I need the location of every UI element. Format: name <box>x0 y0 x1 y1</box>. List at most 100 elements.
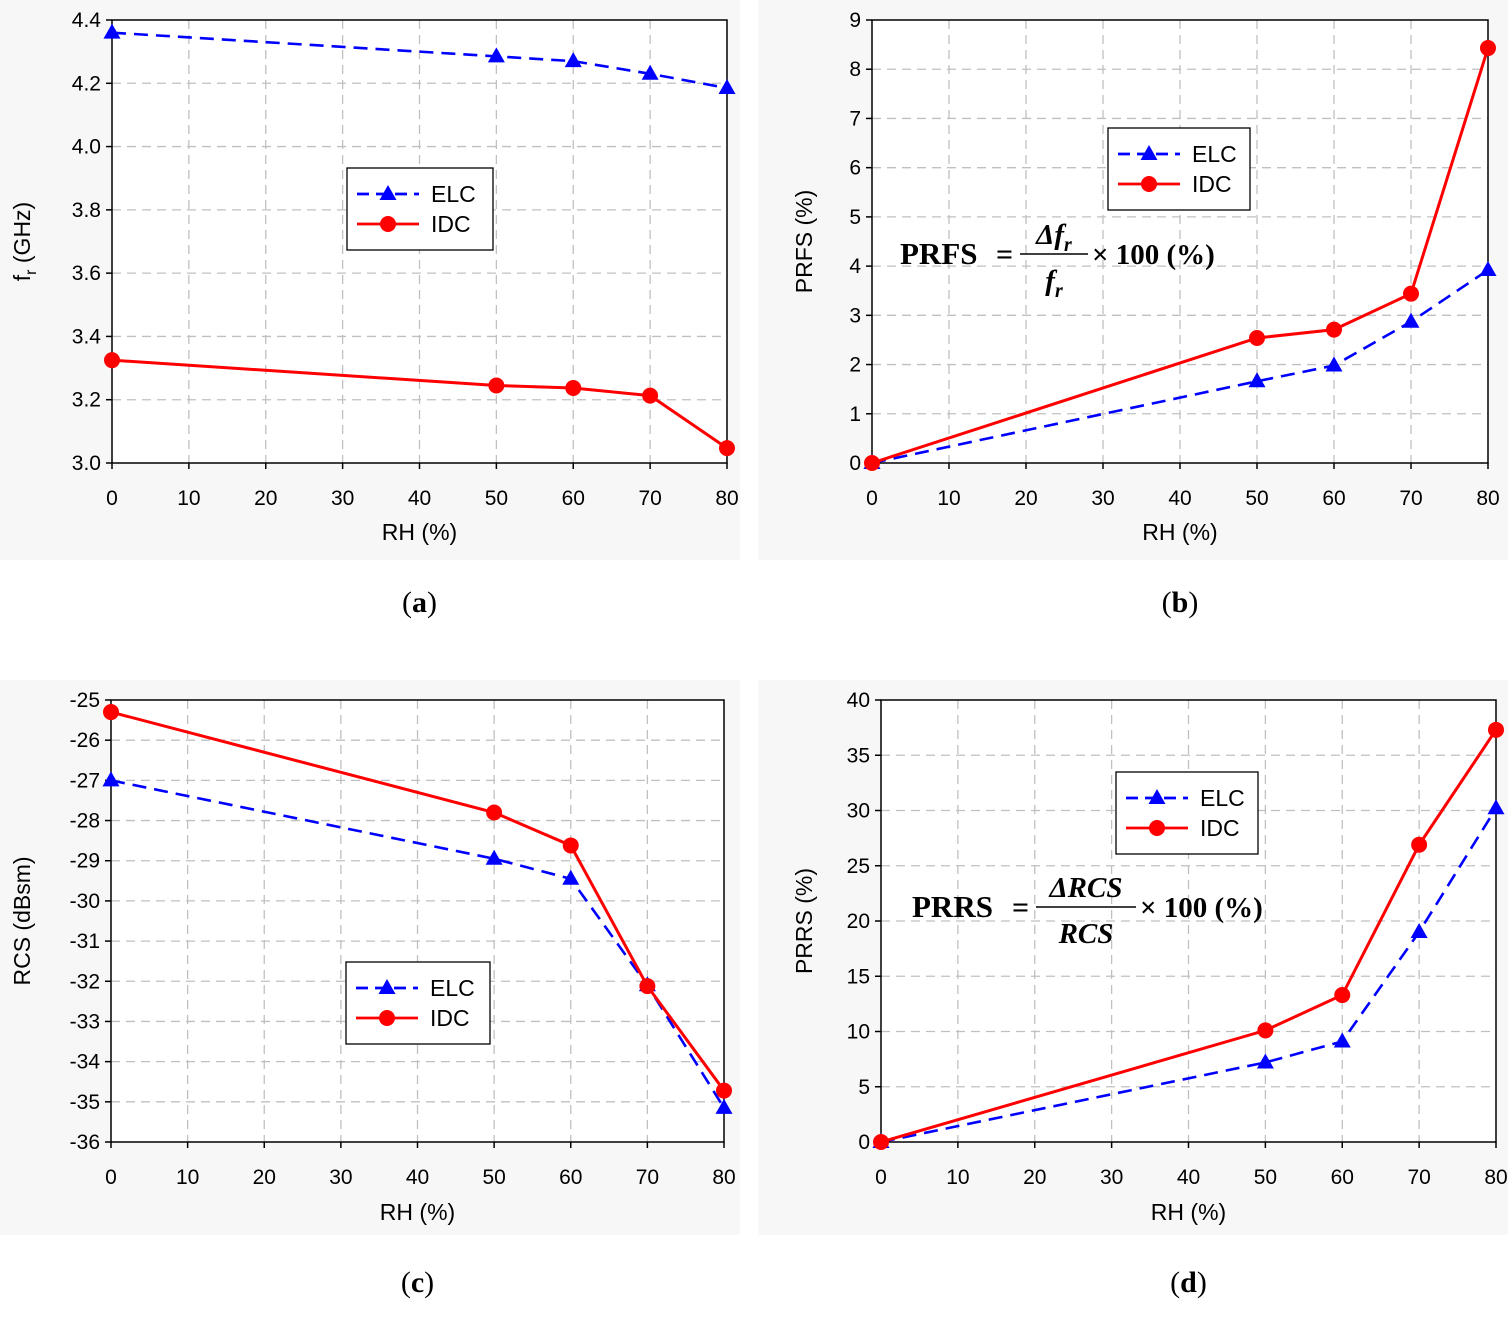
y-tick-label: 3.6 <box>72 262 101 285</box>
x-tick-label: 0 <box>106 487 118 510</box>
x-axis-label: RH (%) <box>1142 519 1217 545</box>
y-tick-label: 40 <box>847 689 870 712</box>
formula-denominator: RCS <box>1058 918 1114 950</box>
panel-caption: (c) <box>401 1266 434 1299</box>
legend: ELC IDC <box>1107 127 1251 211</box>
y-axis-label-unit: (GHz) <box>9 202 35 270</box>
x-tick-label: 40 <box>406 1166 429 1189</box>
y-tick-label: -35 <box>70 1091 100 1114</box>
y-tick-label: 4 <box>849 255 861 278</box>
x-tick-label: 30 <box>1100 1166 1123 1189</box>
x-tick-label: 70 <box>1407 1166 1430 1189</box>
y-axis-label: RCS (dBsm) <box>9 856 35 985</box>
chart-panel-a: 0 10 20 30 40 50 60 70 80 3.0 3.2 3.4 3.6 3.8 4.0 4.2 4.… <box>0 0 740 619</box>
x-tick-label: 0 <box>875 1166 887 1189</box>
legend-label-elc: ELC <box>431 181 476 207</box>
x-tick-label: 0 <box>105 1166 117 1189</box>
y-tick-label: -27 <box>70 769 100 792</box>
formula-denominator-var: RCS <box>1058 918 1114 950</box>
y-tick-label: 30 <box>847 800 870 823</box>
data-point-elc <box>1256 1053 1274 1069</box>
data-point-idc <box>565 380 582 397</box>
formula-numerator-sub: r <box>1064 234 1072 256</box>
chart-panel-c: 0 10 20 30 40 50 60 70 80 -36 -35 -34 -33 -32 -31 -30 -2… <box>0 680 740 1299</box>
legend-marker-elc <box>378 979 396 994</box>
caption-close: ) <box>424 1266 434 1299</box>
y-tick-label: 5 <box>858 1076 870 1099</box>
y-tick-label: 20 <box>847 910 870 933</box>
y-tick-label: 4.0 <box>72 136 101 159</box>
legend-marker-idc <box>380 216 396 232</box>
x-tick-label: 20 <box>253 1166 276 1189</box>
x-tick-label: 70 <box>1399 487 1422 510</box>
formula-delta: Δ <box>1035 219 1054 251</box>
data-point-elc <box>1325 356 1343 372</box>
y-tick-label: 15 <box>847 965 870 988</box>
data-point-idc <box>1257 1022 1274 1039</box>
data-point-elc <box>102 771 120 787</box>
data-point-idc <box>104 352 120 369</box>
x-tick-label: 70 <box>636 1166 659 1189</box>
formula-rhs: × 100 (%) <box>1140 892 1263 924</box>
y-tick-label: 5 <box>849 206 861 229</box>
y-tick-label: 3.2 <box>72 389 101 412</box>
legend-label-idc: IDC <box>1200 815 1240 841</box>
caption-open: ( <box>1162 586 1172 619</box>
legend-box <box>345 961 491 1045</box>
x-tick-label: 80 <box>1476 487 1499 510</box>
data-point-idc <box>488 377 505 394</box>
y-axis-label-subscript: r <box>23 269 40 275</box>
y-tick-label: 6 <box>849 157 861 180</box>
y-tick-label: -30 <box>70 890 100 913</box>
data-point-idc <box>873 1134 889 1150</box>
chart-panel-d: 0 10 20 30 40 50 60 70 80 0 5 10 15 20 25 30 35 40 RH (%) P… <box>758 680 1508 1299</box>
data-point-elc <box>1248 372 1266 388</box>
data-point-idc <box>1411 836 1428 853</box>
x-tick-label: 10 <box>946 1166 969 1189</box>
legend-label-elc: ELC <box>1192 141 1237 167</box>
y-tick-label: 7 <box>849 107 861 130</box>
data-point-idc <box>642 387 659 404</box>
chart-panel-b: 0 10 20 30 40 50 60 70 80 0 1 2 3 4 5 6 7 8 9 RH (%) PRFS (%… <box>758 0 1508 619</box>
caption-open: ( <box>401 1266 411 1299</box>
legend-box <box>346 167 494 251</box>
x-tick-label: 30 <box>331 487 354 510</box>
data-point-idc <box>716 1082 732 1099</box>
legend-box <box>1115 771 1259 855</box>
x-axis-label: RH (%) <box>380 1199 455 1225</box>
formula-lhs-text: PRFS <box>900 236 978 271</box>
x-tick-label: 80 <box>712 1166 735 1189</box>
x-tick-label: 50 <box>482 1166 505 1189</box>
y-tick-label: -33 <box>70 1010 100 1033</box>
legend-marker-idc <box>1141 176 1157 192</box>
caption-letter: a <box>412 586 427 619</box>
y-tick-label: -31 <box>70 930 100 953</box>
caption-close: ) <box>427 586 437 619</box>
y-axis-label: PRFS (%) <box>791 190 817 294</box>
y-tick-label: -32 <box>70 970 100 993</box>
formula-equals: = <box>996 238 1013 271</box>
y-axis-label: PRRS (%) <box>791 868 817 974</box>
data-point-elc <box>1402 312 1420 328</box>
panel-caption: (d) <box>1170 1266 1207 1299</box>
x-axis-label: RH (%) <box>382 519 457 545</box>
y-tick-label: -34 <box>70 1051 101 1074</box>
y-tick-label: -29 <box>70 850 100 873</box>
data-point-elc <box>1487 799 1505 815</box>
y-tick-label: 3.8 <box>72 199 101 222</box>
legend-label-idc: IDC <box>431 211 471 237</box>
data-point-elc <box>1333 1032 1351 1048</box>
data-point-idc <box>1480 40 1496 57</box>
x-tick-label: 30 <box>329 1166 352 1189</box>
data-point-elc <box>641 64 659 80</box>
y-tick-label: 3.4 <box>72 325 102 348</box>
data-point-idc <box>103 704 119 721</box>
x-tick-label: 60 <box>1322 487 1345 510</box>
y-tick-label: 0 <box>849 452 861 475</box>
formula-denominator-sub: r <box>1055 280 1063 302</box>
y-tick-label: 10 <box>847 1021 870 1044</box>
y-axis-label: fr (GHz) <box>9 202 40 281</box>
y-tick-label: 0 <box>858 1131 870 1154</box>
